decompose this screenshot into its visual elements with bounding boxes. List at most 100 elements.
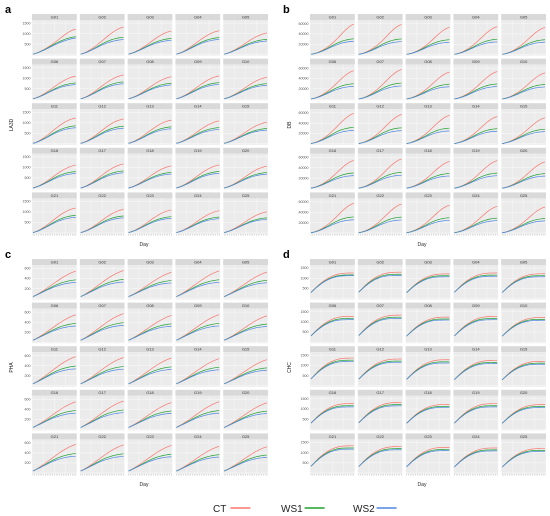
series-line-ct [406, 447, 450, 467]
series-line-ws2 [80, 83, 124, 100]
series-line-ct [80, 118, 124, 144]
series-line-ws2 [176, 412, 220, 428]
series-line-ws2 [358, 449, 402, 467]
facet-G17: G17 [79, 147, 125, 190]
facet-G25: G25 [501, 433, 547, 476]
facet-strip [501, 302, 546, 309]
series-line-ws2 [32, 127, 76, 144]
facet-G05: G05 [501, 259, 547, 300]
series-line-ct [32, 207, 76, 233]
series-line-ws2 [32, 368, 76, 385]
facet-G17: G17 [357, 147, 403, 190]
series-line-ws2 [406, 362, 450, 380]
y-tick-label: 600 [25, 354, 31, 358]
facet-strip-label: G23 [146, 193, 154, 198]
facet-G01: G01 20000 40000 60000 [299, 14, 355, 56]
facet-G10: G10 [501, 58, 547, 101]
series-line-ws2 [406, 175, 450, 189]
series-line-ws2 [224, 85, 268, 100]
facet-G05: G05 [223, 259, 269, 300]
facet-G04: G04 [175, 259, 221, 300]
y-tick-label: 1500 [23, 21, 31, 25]
y-tick-label: 1000 [23, 76, 31, 80]
facet-G20: G20 [501, 147, 547, 190]
facet-strip [79, 259, 125, 265]
facet-strip [501, 14, 546, 20]
facet-strip-label: G20 [520, 390, 528, 395]
y-tick-label: 400 [25, 364, 31, 368]
y-tick-label: 200 [25, 330, 31, 334]
facet-G21: G21 20000 40000 60000 [299, 192, 355, 236]
facet-G02: G02 [79, 259, 125, 300]
series-line-ws2 [502, 86, 546, 100]
y-axis-title: LA3D [9, 118, 15, 131]
facet-G21: G21 500 1000 1500 [23, 192, 77, 236]
x-axis-title: Day [140, 242, 149, 248]
facet-strip [405, 14, 451, 20]
facet-strip [310, 302, 355, 309]
facet-strip-label: G15 [242, 347, 250, 352]
series-line-ws2 [128, 413, 172, 428]
facet-strip-label: G11 [51, 347, 59, 352]
facet-strip [79, 147, 125, 154]
facet-G10: G10 [223, 58, 269, 101]
facet-G19: G19 [453, 389, 499, 431]
facet-strip [223, 147, 268, 154]
facet-strip-label: G06 [51, 59, 59, 64]
y-tick-label: 400 [25, 320, 31, 324]
facet-strip [127, 346, 173, 353]
facet-G22: G22 [79, 192, 125, 236]
facet-strip [175, 14, 221, 20]
facet-strip-label: G05 [242, 259, 250, 264]
facet-strip [79, 346, 125, 353]
facet-G23: G23 [127, 433, 173, 476]
series-line-ws2 [176, 172, 220, 189]
series-line-ws2 [454, 450, 498, 468]
y-tick-label: 1000 [301, 451, 309, 455]
series-line-ws2 [128, 369, 172, 385]
y-tick-label: 1500 [23, 111, 31, 115]
facet-strip [32, 346, 77, 353]
facet-strip [501, 346, 546, 353]
y-tick-label: 1000 [301, 364, 309, 368]
facet-strip-label: G06 [51, 303, 59, 308]
facet-strip [310, 433, 355, 440]
y-tick-label: 500 [25, 221, 31, 225]
y-tick-label: 40000 [299, 166, 309, 170]
facet-strip [223, 433, 268, 440]
facet-strip [405, 302, 451, 309]
facet-G23: G23 [127, 192, 173, 236]
y-tick-label: 500 [25, 42, 31, 46]
series-line-ws2 [224, 369, 268, 385]
y-tick-label: 200 [25, 461, 31, 465]
facet-G08: G08 [405, 302, 451, 344]
facet-strip-label: G13 [424, 104, 432, 109]
series-line-ws2 [80, 368, 124, 385]
facet-G18: G18 [405, 147, 451, 190]
facet-strip-label: G24 [472, 193, 480, 198]
facet-strip [175, 259, 221, 265]
series-line-ws2 [358, 85, 402, 100]
facet-strip [175, 346, 221, 353]
facet-G02: G02 [357, 259, 403, 300]
facet-G06: G06 500 1000 1500 [301, 302, 355, 344]
facet-G03: G03 [127, 14, 173, 56]
y-tick-label: 1000 [23, 32, 31, 36]
facet-strip [453, 302, 499, 309]
series-line-ws2 [176, 282, 220, 297]
series-line-ws2 [128, 84, 172, 100]
y-axis-title: DB [287, 121, 293, 129]
facet-strip-label: G20 [520, 148, 528, 153]
facet-G21: G21 200 400 600 [25, 433, 77, 476]
facet-strip-label: G25 [242, 434, 250, 439]
facet-strip [453, 192, 499, 199]
facet-G04: G04 [453, 259, 499, 300]
series-line-ws2 [358, 219, 402, 234]
facet-strip-label: G07 [376, 59, 384, 64]
facet-strip-label: G13 [424, 347, 432, 352]
series-line-ws2 [128, 128, 172, 144]
facet-G23: G23 [405, 192, 451, 236]
y-tick-label: 600 [25, 398, 31, 402]
y-axis-title: PHA [9, 362, 15, 373]
facet-strip-label: G01 [329, 14, 337, 19]
